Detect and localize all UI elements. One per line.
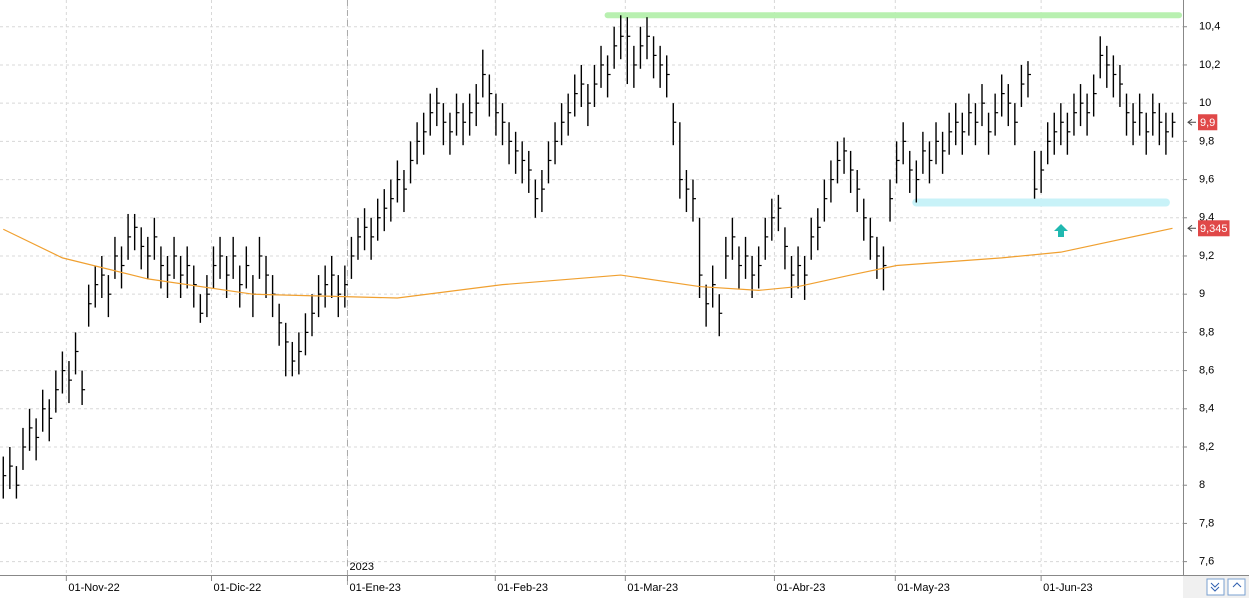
x-tick-label: 01-Dic-22 <box>214 582 262 594</box>
y-tick-label: 10,4 <box>1199 21 1220 33</box>
scroll-icon <box>1232 582 1242 588</box>
y-tick-label: 9,2 <box>1199 250 1214 262</box>
price-label: 9,9 <box>1200 117 1215 129</box>
y-tick-label: 9 <box>1199 288 1205 300</box>
price-label-box <box>1198 220 1230 237</box>
x-tick-label: 01-Abr-23 <box>776 582 825 594</box>
x-tick-label: 01-Nov-22 <box>68 582 119 594</box>
year-label: 2023 <box>349 561 373 573</box>
price-pointer <box>1187 118 1196 126</box>
x-tick-label: 01-Jun-23 <box>1043 582 1093 594</box>
y-tick-label: 8,4 <box>1199 403 1214 415</box>
x-tick-label: 01-Ene-23 <box>349 582 400 594</box>
x-tick-label: 01-Feb-23 <box>497 582 548 594</box>
y-tick-label: 8 <box>1199 479 1205 491</box>
y-tick-label: 10 <box>1199 97 1211 109</box>
arrow-up <box>1054 224 1068 237</box>
scroll-button[interactable] <box>1227 578 1246 596</box>
moving-average <box>3 227 1173 299</box>
y-tick-label: 8,2 <box>1199 441 1214 453</box>
zoom-icon <box>1210 582 1220 592</box>
x-tick-label: 01-Mar-23 <box>627 582 678 594</box>
y-tick-label: 7,6 <box>1199 556 1214 568</box>
y-tick-label: 8,8 <box>1199 326 1214 338</box>
y-tick-label: 7,8 <box>1199 517 1214 529</box>
y-tick-label: 10,2 <box>1199 59 1220 71</box>
price-label: 9,345 <box>1200 223 1228 235</box>
y-tick-label: 9,6 <box>1199 173 1214 185</box>
price-label-box <box>1198 114 1218 131</box>
x-tick-label: 01-May-23 <box>897 582 950 594</box>
y-tick-label: 8,6 <box>1199 365 1214 377</box>
y-tick-label: 9,8 <box>1199 135 1214 147</box>
price-pointer <box>1187 224 1196 232</box>
